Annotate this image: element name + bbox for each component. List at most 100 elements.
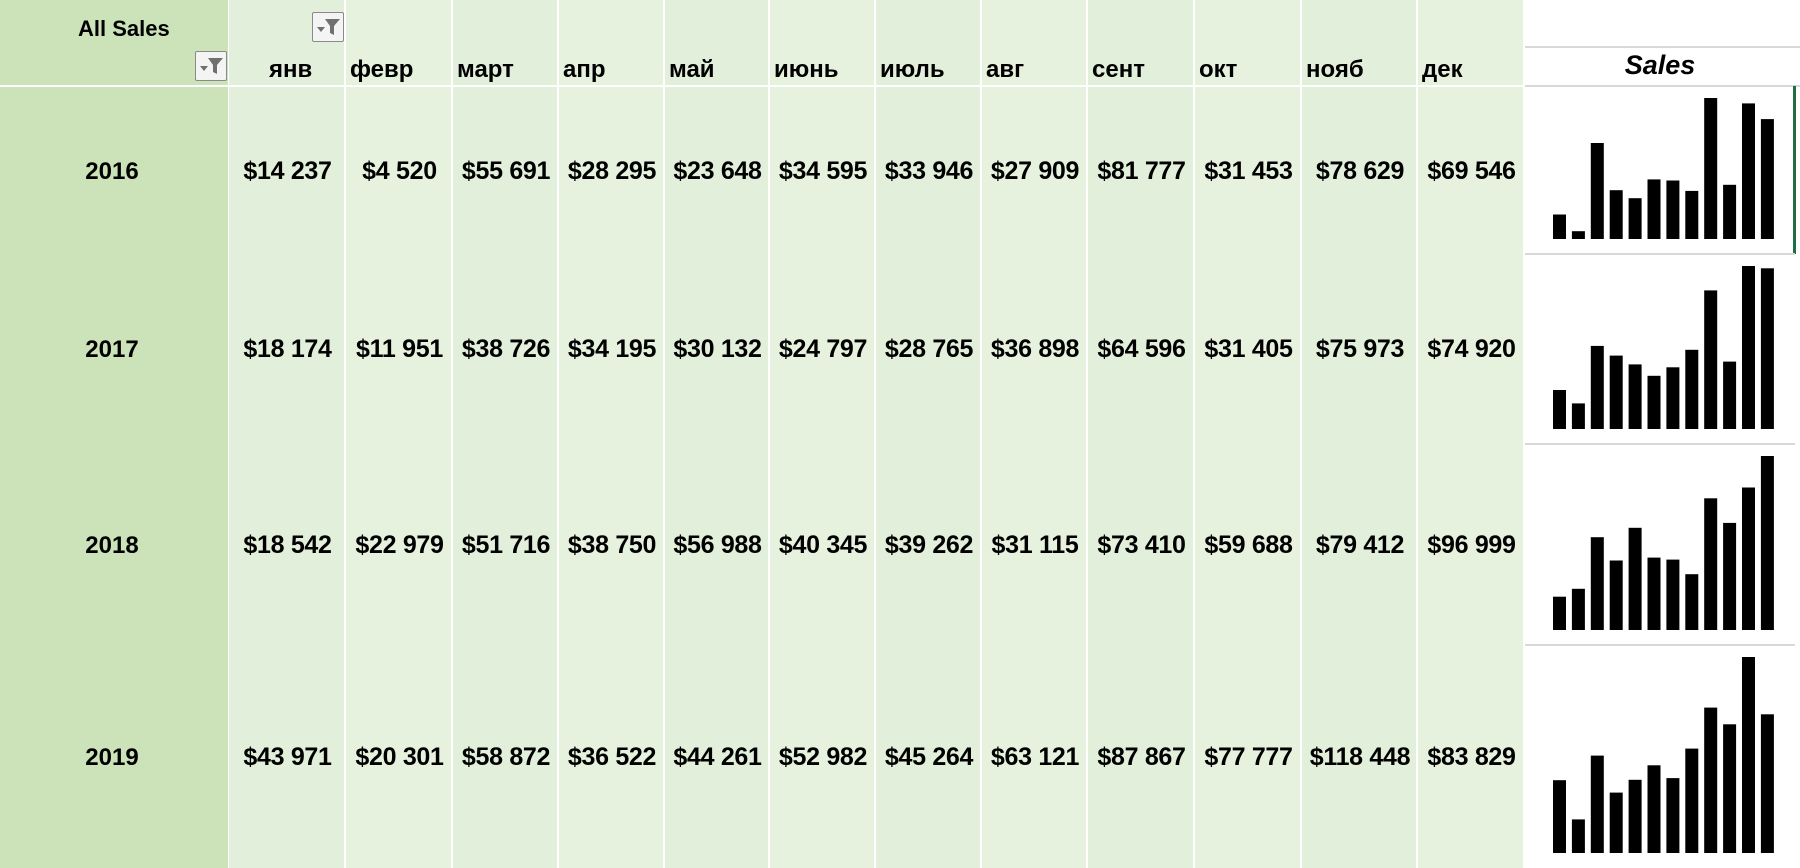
month-header: нояб [1306, 56, 1364, 83]
month-header: авг [986, 56, 1025, 83]
value-cell[interactable]: $40 345 [778, 531, 868, 559]
value-cell[interactable]: $79 412 [1315, 531, 1405, 559]
sparkline-bar [1590, 143, 1604, 239]
sparkline-bar [1704, 98, 1718, 239]
value-cell[interactable]: $77 777 [1204, 743, 1293, 771]
value-cell[interactable]: $74 920 [1427, 335, 1516, 363]
value-cell[interactable]: $31 405 [1204, 335, 1293, 363]
header-divider [0, 85, 1525, 87]
sparkline-bar [1742, 266, 1755, 429]
value-cell[interactable]: $36 898 [990, 335, 1080, 363]
sparkline-bar [1666, 180, 1680, 239]
sparkline-header-bottom-line [1525, 85, 1800, 87]
value-cell[interactable]: $38 726 [461, 335, 551, 363]
value-column-bg [1088, 0, 1195, 868]
value-cell[interactable]: $44 261 [673, 743, 762, 771]
value-cell[interactable]: $31 115 [991, 531, 1079, 559]
value-cell[interactable]: $34 595 [778, 157, 868, 185]
value-cell[interactable]: $38 750 [567, 531, 657, 559]
value-cell[interactable]: $96 999 [1427, 531, 1516, 559]
sparkline-bar [1647, 557, 1661, 630]
sparkline-bar [1723, 184, 1737, 239]
selected-cell-edge [1793, 86, 1796, 254]
sparkline-bar [1723, 361, 1737, 429]
value-column-bg [453, 0, 559, 868]
month-header: июнь [774, 56, 839, 83]
sparkline-bar [1609, 355, 1623, 429]
value-cell[interactable]: $64 596 [1097, 335, 1186, 363]
sparkline-bar [1571, 588, 1585, 630]
value-cell[interactable]: $58 872 [461, 743, 551, 771]
sparkline-header: Sales [1624, 50, 1696, 80]
value-cell[interactable]: $28 295 [567, 157, 657, 185]
value-cell[interactable]: $43 971 [243, 743, 332, 771]
value-cell[interactable]: $30 132 [673, 335, 762, 363]
sparkline-bar [1723, 724, 1737, 853]
value-cell[interactable]: $45 264 [884, 743, 974, 771]
sparkline-bar [1553, 780, 1566, 853]
value-cell[interactable]: $4 520 [362, 157, 437, 185]
value-cell[interactable]: $118 448 [1309, 743, 1411, 771]
value-cell[interactable]: $18 542 [243, 531, 332, 559]
sparkline-bar [1609, 792, 1623, 853]
value-cell[interactable]: $33 946 [884, 157, 974, 185]
value-cell[interactable]: $28 765 [884, 335, 974, 363]
value-cell[interactable]: $59 688 [1204, 531, 1293, 559]
sparkline-bar [1628, 527, 1642, 630]
row-label-year: 2019 [85, 744, 139, 771]
value-cell[interactable]: $87 867 [1097, 743, 1186, 771]
value-column-bg [346, 0, 453, 868]
sparkline-bar [1760, 714, 1774, 853]
row-labels-column [0, 0, 228, 868]
sparkline-bar [1704, 290, 1718, 429]
value-cell[interactable]: $83 829 [1427, 743, 1516, 771]
sparkline-bar [1553, 214, 1566, 239]
sparkline-bar [1590, 345, 1604, 429]
value-cell[interactable]: $69 546 [1427, 157, 1516, 185]
value-cell[interactable]: $11 951 [356, 335, 443, 363]
sparkline-bar [1760, 268, 1774, 429]
sparkline-bar [1760, 456, 1774, 630]
value-cell[interactable]: $36 522 [567, 743, 657, 771]
row-label-year: 2016 [85, 158, 139, 185]
sparkline-bar [1553, 596, 1566, 630]
value-cell[interactable]: $24 797 [778, 335, 868, 363]
value-cell[interactable]: $34 195 [567, 335, 657, 363]
corner-title: All Sales [78, 16, 170, 41]
value-cell[interactable]: $23 648 [673, 157, 762, 185]
value-cell[interactable]: $75 973 [1315, 335, 1405, 363]
value-column-bg [982, 0, 1088, 868]
sparkline-header-top-line [1525, 46, 1800, 48]
value-cell[interactable]: $51 716 [461, 531, 551, 559]
sparkline-bar [1609, 560, 1623, 630]
value-cell[interactable]: $63 121 [990, 743, 1080, 771]
month-header: янв [269, 56, 313, 83]
sparkline-bar [1647, 375, 1661, 429]
sparkline-row-divider [1525, 644, 1795, 646]
sparkline-bar [1685, 349, 1699, 429]
value-cell[interactable]: $73 410 [1097, 531, 1186, 559]
value-cell[interactable]: $18 174 [243, 335, 332, 363]
value-cell[interactable]: $20 301 [355, 743, 444, 771]
value-cell[interactable]: $55 691 [461, 157, 551, 185]
row-label-year: 2017 [85, 336, 139, 363]
row-labels-filter-button[interactable] [195, 51, 227, 81]
value-cell[interactable]: $31 453 [1204, 157, 1293, 185]
sparkline-bar [1571, 819, 1585, 853]
value-column-bg [1418, 0, 1525, 868]
value-cell[interactable]: $14 237 [243, 157, 332, 185]
value-cell[interactable]: $27 909 [990, 157, 1080, 185]
value-cell[interactable]: $81 777 [1097, 157, 1186, 185]
sparkline-bar [1647, 765, 1661, 853]
sparkline-bar [1742, 487, 1755, 630]
value-cell[interactable]: $56 988 [673, 531, 762, 559]
column-labels-filter-button[interactable] [312, 12, 344, 42]
value-column-bg [229, 0, 346, 868]
value-cell[interactable]: $22 979 [355, 531, 444, 559]
value-cell[interactable]: $52 982 [778, 743, 868, 771]
sparkline-bar [1760, 119, 1774, 239]
value-cell[interactable]: $78 629 [1315, 157, 1405, 185]
sparkline-bar [1590, 755, 1604, 853]
sparkline-bar [1685, 574, 1699, 630]
value-cell[interactable]: $39 262 [884, 531, 974, 559]
